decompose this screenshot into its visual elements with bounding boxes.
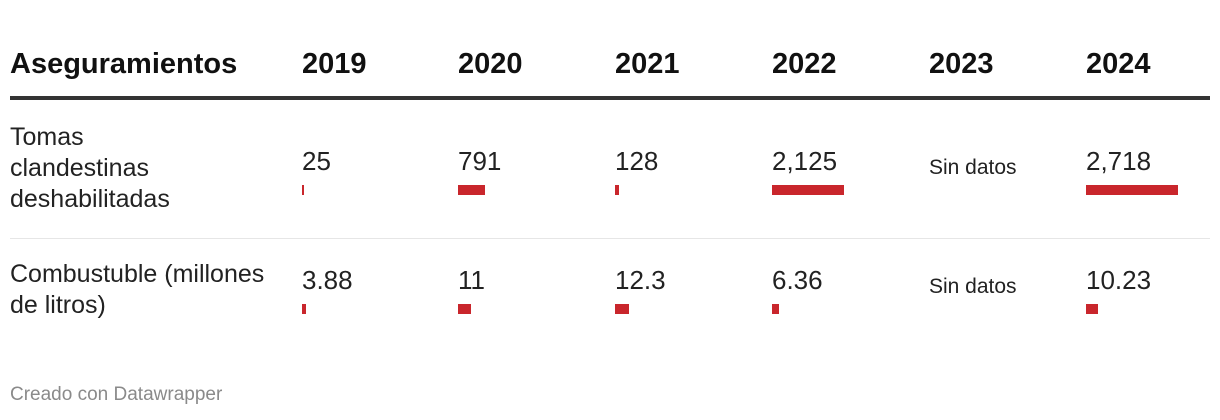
value-cell: Sin datos bbox=[929, 145, 1069, 189]
value-cell: 6.36 bbox=[772, 264, 912, 314]
value-label: 128 bbox=[615, 146, 659, 176]
value-label: 10.23 bbox=[1086, 265, 1152, 295]
value-cell: 25 bbox=[302, 145, 442, 195]
value-cell: 10.23 bbox=[1086, 264, 1220, 314]
row-label: Tomas clandestinas deshabilitadas bbox=[10, 123, 170, 213]
table-row-tomas: Tomas clandestinas deshabilitadas 25 791 1… bbox=[10, 100, 1210, 239]
value-bar bbox=[302, 304, 307, 314]
value-bar bbox=[772, 304, 780, 314]
header-year-2019: 2019 bbox=[302, 48, 367, 80]
value-bar bbox=[1086, 185, 1178, 195]
value-bar bbox=[615, 185, 620, 195]
header-label: Aseguramientos bbox=[10, 48, 238, 80]
value-cell: 11 bbox=[458, 264, 598, 314]
header-year-2022: 2022 bbox=[772, 48, 837, 80]
value-cell: Sin datos bbox=[929, 264, 1069, 308]
value-bar bbox=[1086, 304, 1098, 314]
data-table: Aseguramientos 2019 2020 2021 2022 2023 … bbox=[10, 0, 1210, 349]
header-year-2020: 2020 bbox=[458, 48, 523, 80]
value-label: 11 bbox=[458, 265, 485, 295]
value-cell: 128 bbox=[615, 145, 755, 195]
value-bar bbox=[615, 304, 629, 314]
value-bar bbox=[458, 304, 471, 314]
value-label: 2,125 bbox=[772, 146, 838, 176]
footer-credit: Creado con Datawrapper bbox=[10, 384, 223, 405]
value-bar bbox=[458, 185, 485, 195]
value-label: 2,718 bbox=[1086, 146, 1152, 176]
header-year-2023: 2023 bbox=[929, 48, 994, 80]
no-data-label: Sin datos bbox=[929, 275, 1017, 298]
value-cell: 2,125 bbox=[772, 145, 912, 195]
header-year-2024: 2024 bbox=[1086, 48, 1151, 80]
row-label: Combustuble (millones de litros) bbox=[10, 260, 265, 319]
value-cell: 791 bbox=[458, 145, 598, 195]
header-year-2021: 2021 bbox=[615, 48, 680, 80]
table-header: Aseguramientos 2019 2020 2021 2022 2023 … bbox=[10, 0, 1210, 100]
value-label: 25 bbox=[302, 146, 331, 176]
value-label: 6.36 bbox=[772, 265, 823, 295]
value-bar bbox=[772, 185, 844, 195]
value-bar bbox=[302, 185, 304, 195]
no-data-label: Sin datos bbox=[929, 156, 1017, 179]
value-label: 791 bbox=[458, 146, 502, 176]
value-cell: 2,718 bbox=[1086, 145, 1220, 195]
value-label: 12.3 bbox=[615, 265, 666, 295]
table-row-combustible: Combustuble (millones de litros) 3.88 11 1… bbox=[10, 239, 1210, 349]
value-cell: 12.3 bbox=[615, 264, 755, 314]
value-cell: 3.88 bbox=[302, 264, 442, 314]
value-label: 3.88 bbox=[302, 265, 353, 295]
